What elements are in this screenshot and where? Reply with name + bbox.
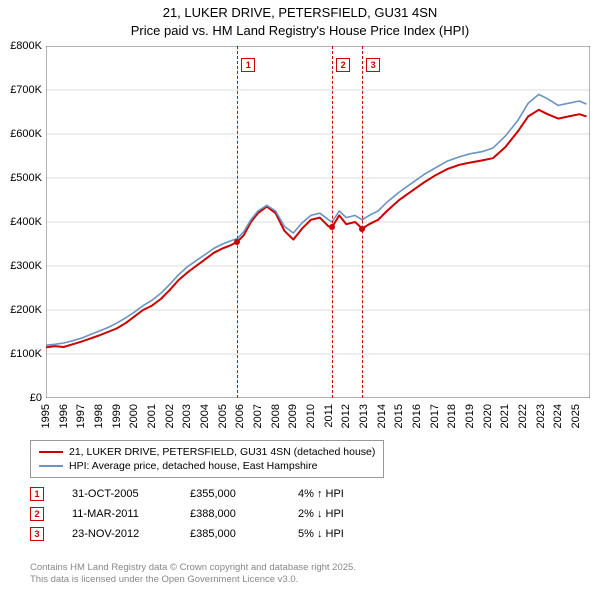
x-axis-tick-label: 1998 bbox=[93, 404, 105, 428]
y-axis-tick-label: £400K bbox=[0, 216, 42, 228]
title-line-2: Price paid vs. HM Land Registry's House … bbox=[0, 22, 600, 40]
marker-badge: 1 bbox=[241, 58, 255, 72]
marker-badge: 3 bbox=[366, 58, 380, 72]
x-axis-tick-label: 2005 bbox=[217, 404, 229, 428]
footer-line: Contains HM Land Registry data © Crown c… bbox=[30, 562, 356, 574]
transaction-date: 31-OCT-2005 bbox=[72, 488, 162, 500]
x-axis-tick-label: 2009 bbox=[287, 404, 299, 428]
x-axis-tick-label: 1995 bbox=[40, 404, 52, 428]
x-axis-tick-label: 1999 bbox=[111, 404, 123, 428]
x-axis-tick-label: 2010 bbox=[305, 404, 317, 428]
chart-svg bbox=[46, 46, 590, 398]
y-axis-tick-label: £200K bbox=[0, 304, 42, 316]
x-axis-tick-label: 2001 bbox=[146, 404, 158, 428]
transactions-table: 1 31-OCT-2005 £355,000 4% ↑ HPI 2 11-MAR… bbox=[30, 484, 388, 544]
x-axis-tick-label: 2024 bbox=[552, 404, 564, 428]
x-axis-tick-label: 2013 bbox=[358, 404, 370, 428]
transaction-pct: 5% ↓ HPI bbox=[298, 528, 388, 540]
legend-label: 21, LUKER DRIVE, PETERSFIELD, GU31 4SN (… bbox=[69, 446, 375, 458]
transaction-price: £355,000 bbox=[190, 488, 270, 500]
x-axis-tick-label: 2006 bbox=[234, 404, 246, 428]
y-axis-tick-label: £100K bbox=[0, 348, 42, 360]
y-axis-tick-label: £300K bbox=[0, 260, 42, 272]
table-row: 1 31-OCT-2005 £355,000 4% ↑ HPI bbox=[30, 484, 388, 504]
x-axis-tick-label: 2012 bbox=[340, 404, 352, 428]
x-axis-tick-label: 2019 bbox=[464, 404, 476, 428]
transaction-pct: 4% ↑ HPI bbox=[298, 488, 388, 500]
marker-badge: 1 bbox=[30, 487, 44, 501]
y-axis-tick-label: £0 bbox=[0, 392, 42, 404]
x-axis-tick-label: 2004 bbox=[199, 404, 211, 428]
legend-label: HPI: Average price, detached house, East… bbox=[69, 460, 317, 472]
legend-swatch bbox=[39, 465, 63, 467]
y-axis-tick-label: £700K bbox=[0, 84, 42, 96]
x-axis-tick-label: 2022 bbox=[517, 404, 529, 428]
x-axis-tick-label: 2016 bbox=[411, 404, 423, 428]
footer-attribution: Contains HM Land Registry data © Crown c… bbox=[30, 562, 356, 586]
x-axis-tick-label: 2002 bbox=[164, 404, 176, 428]
y-axis-tick-label: £800K bbox=[0, 40, 42, 52]
x-axis-tick-label: 2025 bbox=[570, 404, 582, 428]
chart-plot-area: £0£100K£200K£300K£400K£500K£600K£700K£80… bbox=[46, 46, 590, 398]
x-axis-tick-label: 2000 bbox=[128, 404, 140, 428]
sale-dot bbox=[329, 224, 335, 230]
transaction-pct: 2% ↓ HPI bbox=[298, 508, 388, 520]
x-axis-tick-label: 2008 bbox=[270, 404, 282, 428]
transaction-date: 11-MAR-2011 bbox=[72, 508, 162, 520]
legend-item: HPI: Average price, detached house, East… bbox=[39, 459, 375, 473]
x-axis-tick-label: 2014 bbox=[376, 404, 388, 428]
title-line-1: 21, LUKER DRIVE, PETERSFIELD, GU31 4SN bbox=[0, 4, 600, 22]
marker-badge: 2 bbox=[336, 58, 350, 72]
x-axis-tick-label: 2017 bbox=[429, 404, 441, 428]
table-row: 2 11-MAR-2011 £388,000 2% ↓ HPI bbox=[30, 504, 388, 524]
marker-vline bbox=[237, 46, 238, 398]
transaction-price: £388,000 bbox=[190, 508, 270, 520]
marker-badge: 3 bbox=[30, 527, 44, 541]
x-axis-tick-label: 2015 bbox=[393, 404, 405, 428]
transaction-price: £385,000 bbox=[190, 528, 270, 540]
chart-title: 21, LUKER DRIVE, PETERSFIELD, GU31 4SN P… bbox=[0, 0, 600, 39]
x-axis-tick-label: 1997 bbox=[75, 404, 87, 428]
legend-item: 21, LUKER DRIVE, PETERSFIELD, GU31 4SN (… bbox=[39, 445, 375, 459]
transaction-date: 23-NOV-2012 bbox=[72, 528, 162, 540]
marker-vline bbox=[362, 46, 363, 398]
series-hpi bbox=[46, 94, 587, 345]
x-axis-tick-label: 2003 bbox=[181, 404, 193, 428]
legend-swatch bbox=[39, 451, 63, 453]
footer-line: This data is licensed under the Open Gov… bbox=[30, 574, 356, 586]
marker-badge: 2 bbox=[30, 507, 44, 521]
y-axis-tick-label: £500K bbox=[0, 172, 42, 184]
table-row: 3 23-NOV-2012 £385,000 5% ↓ HPI bbox=[30, 524, 388, 544]
marker-vline bbox=[332, 46, 333, 398]
legend: 21, LUKER DRIVE, PETERSFIELD, GU31 4SN (… bbox=[30, 440, 384, 478]
x-axis-tick-label: 2023 bbox=[535, 404, 547, 428]
series-price_paid bbox=[46, 110, 587, 348]
x-axis-tick-label: 2007 bbox=[252, 404, 264, 428]
y-axis-tick-label: £600K bbox=[0, 128, 42, 140]
sale-dot bbox=[234, 239, 240, 245]
x-axis-tick-label: 2018 bbox=[446, 404, 458, 428]
x-axis-tick-label: 2011 bbox=[323, 404, 335, 428]
x-axis-tick-label: 2020 bbox=[482, 404, 494, 428]
sale-dot bbox=[359, 226, 365, 232]
x-axis-tick-label: 1996 bbox=[58, 404, 70, 428]
x-axis-tick-label: 2021 bbox=[499, 404, 511, 428]
